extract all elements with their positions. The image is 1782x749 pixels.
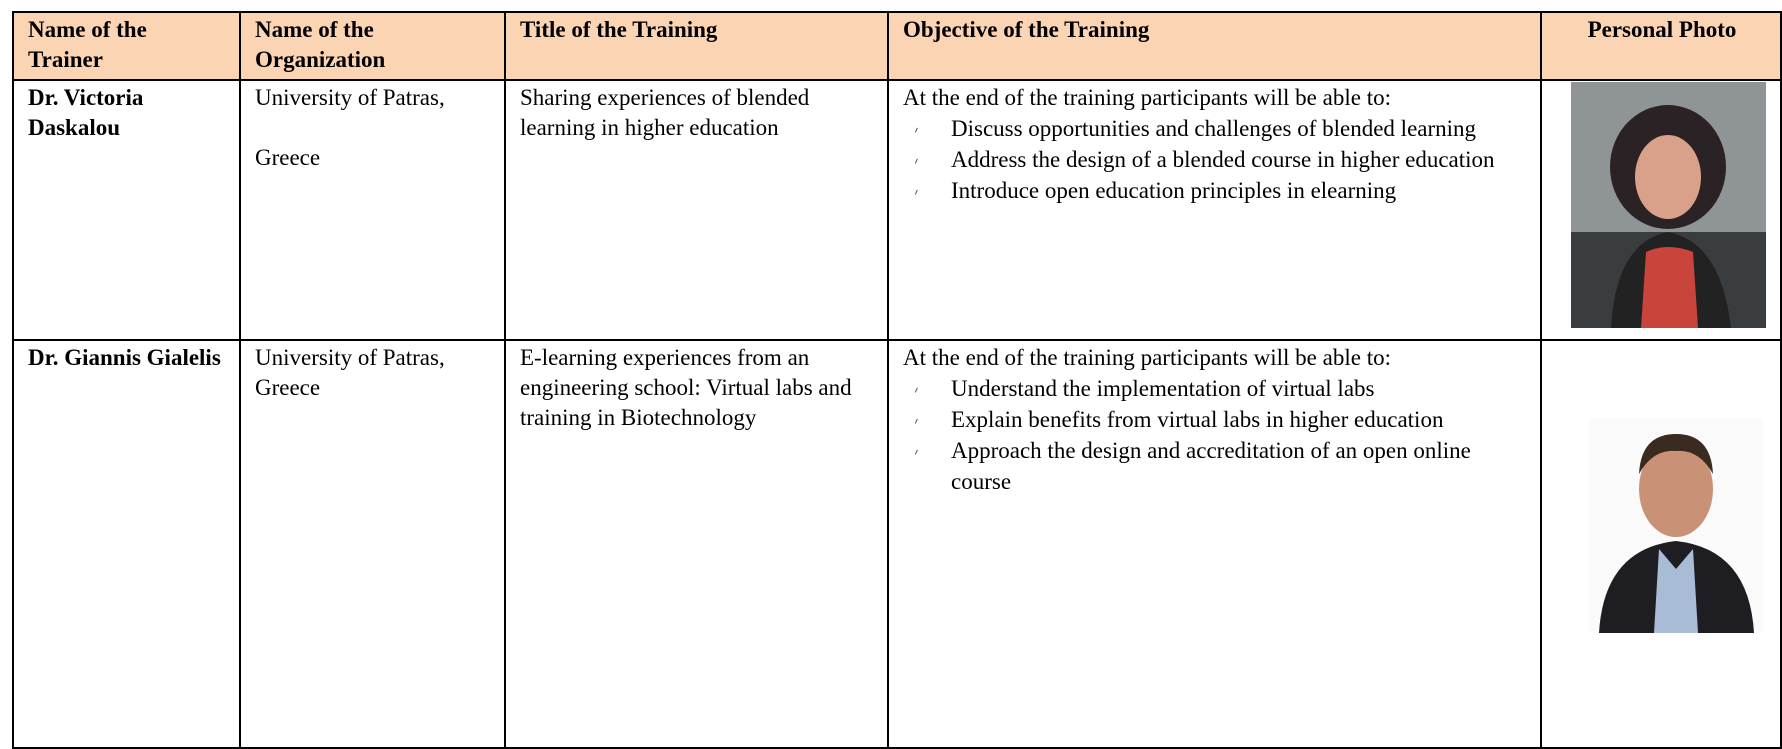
objective-item: Address the design of a blended course i… [903, 144, 1528, 175]
objective-item: Approach the design and accreditation of… [903, 435, 1528, 497]
trainer: Dr. Victoria Daskalou [12, 79, 241, 341]
photo [1571, 82, 1766, 328]
objective-item: Introduce open education principles in e… [903, 175, 1528, 206]
header-cell: Objective of the Training [887, 11, 1542, 81]
row: Dr. Victoria Daskalou University of Patr… [12, 79, 1782, 341]
objective-item: Discuss opportunities and challenges of … [903, 113, 1528, 144]
header-row: Name of the Trainer Name of the Organiza… [12, 11, 1782, 81]
title: Sharing experiences of blended learning … [504, 79, 889, 341]
objective-intro: At the end of the training participants … [903, 345, 1391, 370]
organization: University of Patras, Greece [239, 79, 506, 341]
objective: At the end of the training participants … [887, 339, 1542, 749]
photo [1589, 419, 1763, 633]
photo-cell [1540, 339, 1782, 749]
org-line: University of Patras, [255, 345, 445, 370]
org-line: Greece [255, 145, 321, 170]
header-cell: Name of the Trainer [12, 11, 241, 81]
title: E-learning experiences from an engineeri… [504, 339, 889, 749]
objective-item: Understand the implementation of virtual… [903, 373, 1528, 404]
trainer: Dr. Giannis Gialelis [12, 339, 241, 749]
photo-cell [1540, 79, 1782, 341]
objective-list: Discuss opportunities and challenges of … [903, 113, 1528, 206]
org-line: University of Patras, [255, 85, 445, 110]
objective-item: Explain benefits from virtual labs in hi… [903, 404, 1528, 435]
objective: At the end of the training participants … [887, 79, 1542, 341]
trainers-table: Name of the Trainer Name of the Organiza… [12, 11, 1782, 749]
header-cell: Title of the Training [504, 11, 889, 81]
page: Name of the Trainer Name of the Organiza… [0, 0, 1782, 712]
objective-intro: At the end of the training participants … [903, 85, 1391, 110]
org-line: Greece [255, 375, 321, 400]
header-cell: Name of the Organization [239, 11, 506, 81]
header-cell: Personal Photo [1540, 11, 1782, 81]
objective-list: Understand the implementation of virtual… [903, 373, 1528, 497]
organization: University of Patras, Greece [239, 339, 506, 749]
row: Dr. Giannis Gialelis University of Patra… [12, 339, 1782, 749]
